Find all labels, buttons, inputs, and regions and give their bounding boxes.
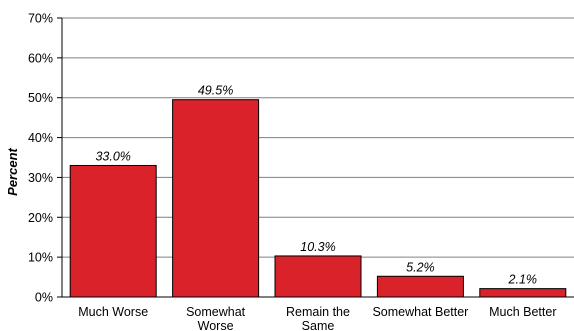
y-tick-label: 70%	[28, 12, 53, 26]
y-tick-label: 0%	[35, 291, 53, 305]
bar	[172, 99, 260, 298]
data-label: 10.3%	[300, 240, 335, 254]
bar	[69, 164, 157, 298]
x-tick-label: Somewhat Better	[372, 305, 468, 319]
y-tick-label: 40%	[28, 131, 53, 145]
data-label: 2.1%	[508, 273, 538, 287]
x-tick-label: Same	[302, 319, 335, 331]
x-tick-label: Somewhat	[186, 305, 246, 319]
axes	[57, 17, 574, 298]
data-label: 5.2%	[406, 260, 435, 274]
y-tick-label: 50%	[28, 91, 53, 105]
x-tick-label: Much Worse	[78, 305, 148, 319]
y-axis-label: Percent	[5, 147, 20, 195]
bar	[274, 255, 362, 298]
bar	[376, 275, 464, 298]
data-labels: 33.0% 49.5% 10.3% 5.2% 2.1%	[95, 84, 537, 287]
x-tick-label: Remain the	[286, 305, 350, 319]
y-tick-label: 30%	[28, 171, 53, 185]
y-tick-label: 20%	[28, 211, 53, 225]
x-tick-label: Much Better	[489, 305, 556, 319]
data-label: 49.5%	[198, 84, 233, 98]
x-tick-label: Worse	[198, 319, 234, 331]
y-tick-label: 10%	[28, 251, 53, 265]
data-label: 33.0%	[95, 149, 130, 163]
bar	[479, 288, 567, 298]
y-tick-labels: 0% 10% 20% 30% 40% 50% 60% 70%	[28, 12, 53, 305]
y-tick-label: 60%	[28, 51, 53, 65]
bars	[69, 99, 567, 298]
